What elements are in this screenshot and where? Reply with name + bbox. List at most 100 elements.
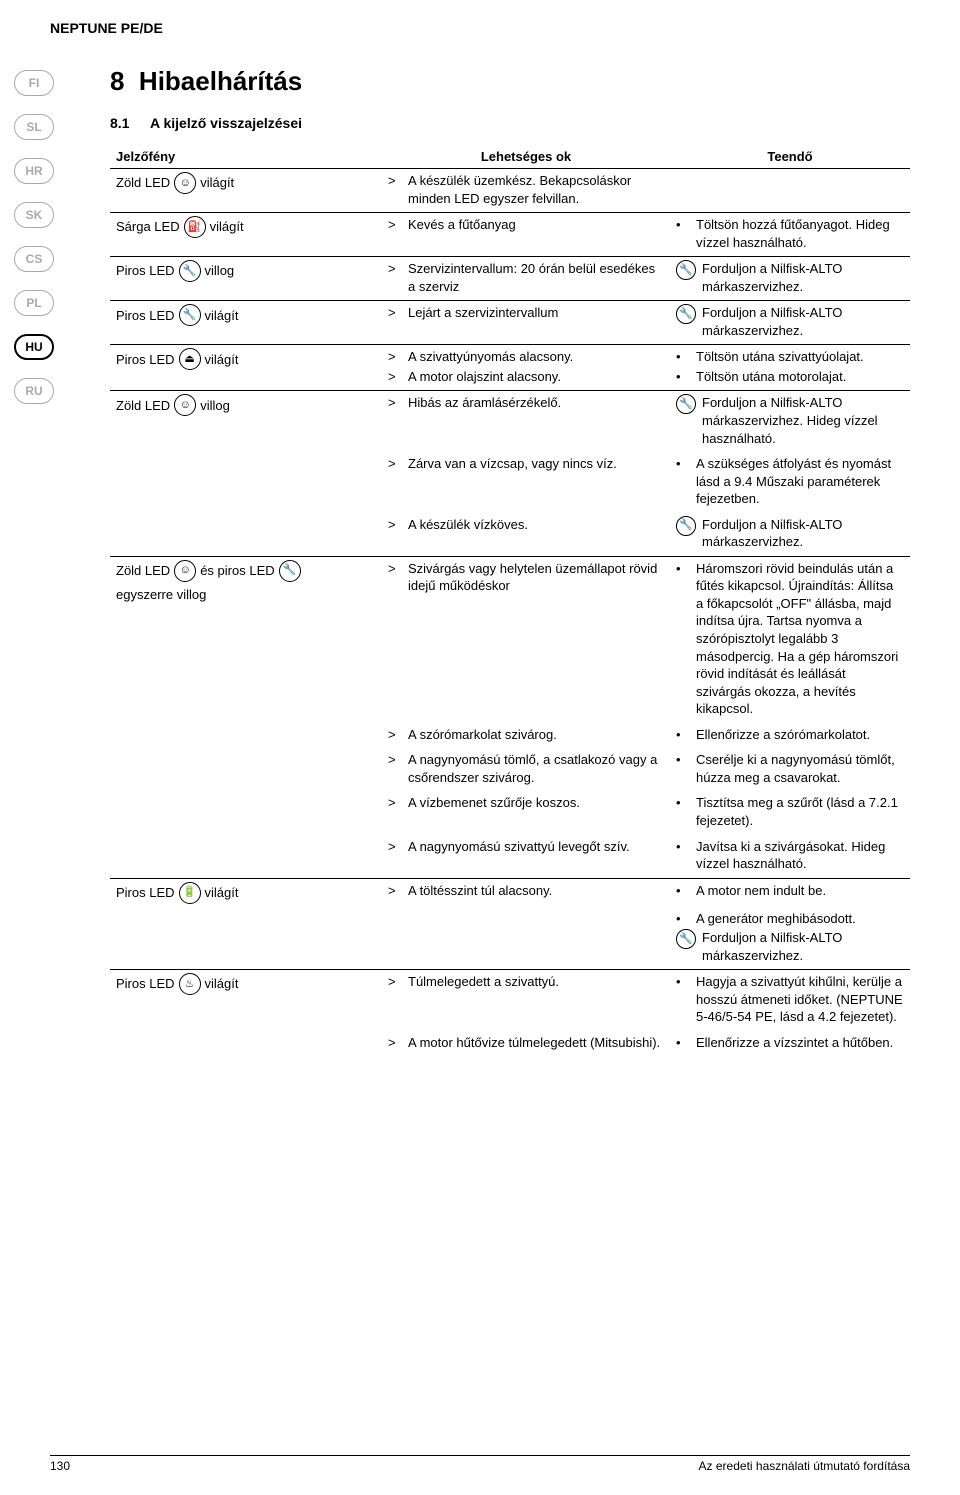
bullet-marker: • <box>676 560 690 578</box>
action-text: Forduljon a Nilfisk-ALTO márkaszervizhez… <box>702 394 904 447</box>
signal-cell: Piros LED🔧világít <box>110 301 382 345</box>
cause-marker: > <box>388 973 402 991</box>
bullet-marker: • <box>676 838 690 856</box>
led-icon: ☺ <box>174 172 196 194</box>
lang-pill-cs: CS <box>14 246 54 272</box>
signal-cell <box>110 513 382 557</box>
wrench-icon: 🔧 <box>676 516 696 536</box>
signal-cell: Zöld LED☺világít <box>110 169 382 213</box>
led-text: egyszerre villog <box>116 586 206 604</box>
led-text: Piros LED <box>116 884 175 902</box>
table-row: Zöld LED☺és piros LED🔧egyszerre villog>S… <box>110 556 910 722</box>
signal-cell: Zöld LED☺és piros LED🔧egyszerre villog <box>110 556 382 722</box>
table-row: Piros LED♨világít>Túlmelegedett a szivat… <box>110 970 910 1031</box>
action-text: Töltsön hozzá fűtőanyagot. Hideg vízzel … <box>696 216 904 251</box>
action-cell: •Cserélje ki a nagynyomású tömlőt, húzza… <box>670 748 910 791</box>
cause-marker: > <box>388 216 402 234</box>
cause-cell: >Túlmelegedett a szivattyú. <box>382 970 670 1031</box>
cause-marker: > <box>388 304 402 322</box>
cause-marker: > <box>388 794 402 812</box>
action-cell: 🔧 Forduljon a Nilfisk-ALTO márkaszervizhe… <box>670 301 910 345</box>
led-text: világít <box>205 884 239 902</box>
action-text: Forduljon a Nilfisk-ALTO márkaszervizhez… <box>702 304 904 339</box>
signal-cell: Piros LED⏏világít <box>110 345 382 391</box>
cause-marker: > <box>388 348 402 366</box>
table-row: Piros LED🔋világít > A töltésszint túl alac… <box>110 878 910 907</box>
cause-cell: >A nagynyomású szivattyú levegőt szív. <box>382 835 670 879</box>
led-text: Zöld LED <box>116 397 170 415</box>
led-icon: 🔧 <box>179 304 201 326</box>
bullet-marker: • <box>676 973 690 991</box>
led-icon: ☺ <box>174 560 196 582</box>
signal-cell <box>110 907 382 970</box>
signal-cell: Piros LED🔋világít <box>110 878 382 907</box>
cause-cell: >A motor hűtővize túlmelegedett (Mitsubi… <box>382 1031 670 1057</box>
cause-marker: > <box>388 560 402 578</box>
signal-cell <box>110 748 382 791</box>
led-icon: 🔧 <box>179 260 201 282</box>
cause-marker: > <box>388 882 402 900</box>
action-text: Forduljon a Nilfisk-ALTO márkaszervizhez… <box>702 516 904 551</box>
cause-cell: >Hibás az áramlásérzékelő. <box>382 391 670 452</box>
action-text: Tisztítsa meg a szűrőt (lásd a 7.2.1 fej… <box>696 794 904 829</box>
lang-pill-hu: HU <box>14 334 54 360</box>
table-row: >A nagynyomású szivattyú levegőt szív. • J… <box>110 835 910 879</box>
led-icon: ⛽ <box>184 216 206 238</box>
led-icon: 🔋 <box>179 882 201 904</box>
led-text: Piros LED <box>116 975 175 993</box>
action-cell: •Hagyja a szivattyút kihűlni, kerülje a … <box>670 970 910 1031</box>
action-cell: 🔧 Forduljon a Nilfisk-ALTO márkaszervizhe… <box>670 513 910 557</box>
cause-marker: > <box>388 260 402 278</box>
led-text: Zöld LED <box>116 174 170 192</box>
table-row: Piros LED⏏világít>A szivattyúnyomás alac… <box>110 345 910 391</box>
cause-marker: > <box>388 1034 402 1052</box>
cause-marker: > <box>388 751 402 769</box>
cause-text: A nagynyomású tömlő, a csatlakozó vagy a… <box>408 751 664 786</box>
cause-cell: > A nagynyomású tömlő, a csatlakozó vagy … <box>382 748 670 791</box>
section-title-text: Hibaelhárítás <box>139 66 302 96</box>
action-cell: 🔧Forduljon a Nilfisk-ALTO márkaszervizhe… <box>670 257 910 301</box>
cause-cell: > Kevés a fűtőanyag <box>382 213 670 257</box>
action-text: Töltsön utána motorolajat. <box>696 368 846 386</box>
bullet-marker: • <box>676 726 690 744</box>
table-row: >A motor hűtővize túlmelegedett (Mitsubi… <box>110 1031 910 1057</box>
led-text: Sárga LED <box>116 218 180 236</box>
cause-marker: > <box>388 368 402 386</box>
action-text: Javítsa ki a szivárgásokat. Hideg vízzel… <box>696 838 904 873</box>
action-cell: 🔧 Forduljon a Nilfisk-ALTO márkaszervizhe… <box>670 391 910 452</box>
cause-text: A nagynyomású szivattyú levegőt szív. <box>408 838 630 856</box>
lang-pill-fi: FI <box>14 70 54 96</box>
signal-cell <box>110 452 382 513</box>
led-text: világít <box>205 351 239 369</box>
action-cell: •Ellenőrizze a szórómarkolatot. <box>670 723 910 749</box>
action-cell: •A motor nem indult be. <box>670 878 910 907</box>
cause-text: A töltésszint túl alacsony. <box>408 882 552 900</box>
wrench-icon: 🔧 <box>676 394 696 414</box>
table-row: >A vízbemenet szűrője koszos.•Tisztítsa … <box>110 791 910 834</box>
bullet-marker: • <box>676 751 690 769</box>
led-text: Piros LED <box>116 262 175 280</box>
cause-text: Zárva van a vízcsap, vagy nincs víz. <box>408 455 617 473</box>
product-header: NEPTUNE PE/DE <box>50 20 910 36</box>
wrench-icon: 🔧 <box>676 304 696 324</box>
lang-pill-ru: RU <box>14 378 54 404</box>
cause-marker: > <box>388 455 402 473</box>
table-row: •A generátor meghibásodott.🔧Forduljon a … <box>110 907 910 970</box>
action-cell <box>670 169 910 213</box>
wrench-icon: 🔧 <box>676 260 696 280</box>
cause-marker: > <box>388 516 402 534</box>
led-text: világít <box>210 218 244 236</box>
action-cell: • Javítsa ki a szivárgásokat. Hideg vízze… <box>670 835 910 879</box>
action-cell: •A generátor meghibásodott.🔧Forduljon a … <box>670 907 910 970</box>
table-row: Zöld LED☺világít>A készülék üzemkész. Be… <box>110 169 910 213</box>
led-text: villog <box>200 397 230 415</box>
table-row: > A nagynyomású tömlő, a csatlakozó vagy … <box>110 748 910 791</box>
action-text: Ellenőrizze a vízszintet a hűtőben. <box>696 1034 893 1052</box>
cause-cell: >A készülék üzemkész. Bekapcsoláskor min… <box>382 169 670 213</box>
cause-text: Kevés a fűtőanyag <box>408 216 516 234</box>
cause-marker: > <box>388 394 402 412</box>
section-number: 8 <box>110 66 124 96</box>
table-row: >Zárva van a vízcsap, vagy nincs víz.•A … <box>110 452 910 513</box>
action-text: A szükséges átfolyást és nyomást lásd a … <box>696 455 904 508</box>
led-text: villog <box>205 262 235 280</box>
